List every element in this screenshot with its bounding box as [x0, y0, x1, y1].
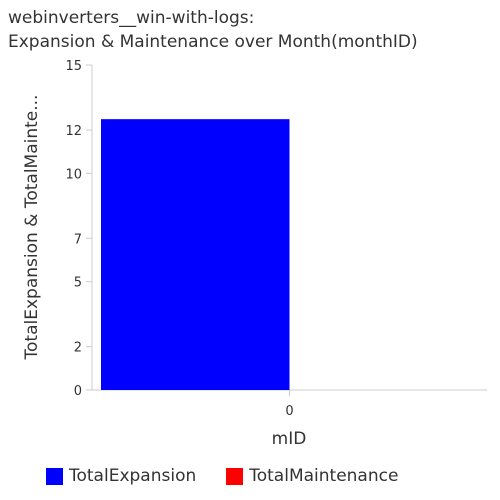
y-tick-label: 5	[74, 276, 82, 291]
chart-title-line-1: webinverters__win-with-logs:	[8, 8, 255, 28]
legend-label-total-expansion: TotalExpansion	[69, 466, 197, 486]
x-axis: 0	[92, 389, 487, 419]
y-axis-title: TotalExpansion & TotalMainte...	[22, 95, 42, 361]
legend-label-total-maintenance: TotalMaintenance	[249, 466, 399, 486]
y-tick-label: 0	[74, 384, 82, 399]
chart-title-line-2: Expansion & Maintenance over Month(month…	[8, 32, 418, 52]
y-tick-label: 7	[74, 232, 82, 247]
y-tick-label: 12	[65, 124, 82, 139]
x-axis-title: mID	[272, 429, 307, 449]
x-tick-label: 0	[285, 404, 293, 419]
y-tick-label: 15	[65, 59, 82, 74]
legend-item-total-expansion: TotalExpansion	[46, 466, 196, 486]
y-axis: 0 2 5 7 10 12 15	[65, 59, 93, 399]
legend: TotalExpansion TotalMaintenance	[46, 466, 398, 486]
y-tick-label: 2	[74, 341, 82, 356]
bars	[101, 119, 290, 391]
legend-swatch-total-maintenance	[226, 467, 244, 485]
bar-totalexpansion-0	[101, 119, 290, 391]
y-tick-label: 10	[65, 167, 82, 182]
legend-item-total-maintenance: TotalMaintenance	[226, 466, 398, 486]
legend-swatch-total-expansion	[46, 467, 63, 485]
